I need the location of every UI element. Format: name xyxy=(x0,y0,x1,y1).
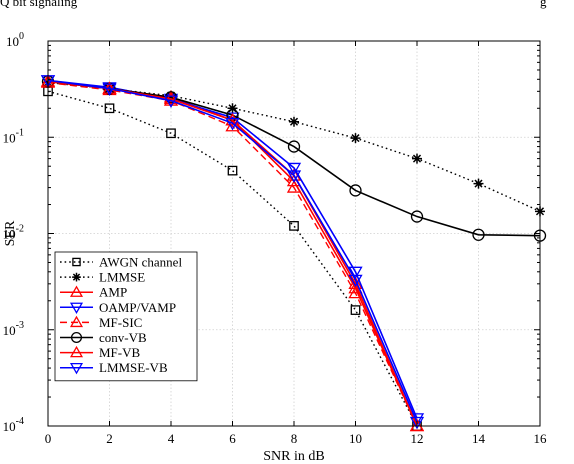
data-point xyxy=(225,118,240,131)
legend-entry: conv-VB xyxy=(60,330,147,345)
legend-marker xyxy=(69,362,84,375)
series-line xyxy=(47,79,418,419)
data-point xyxy=(412,153,422,164)
page-fragment-right: g xyxy=(540,0,547,9)
x-tick-label: 6 xyxy=(229,431,236,446)
y-tick-exponent: -1 xyxy=(16,127,24,138)
x-tick-label: 0 xyxy=(45,431,52,446)
data-point xyxy=(473,178,484,189)
legend-label: MF-SIC xyxy=(99,315,142,330)
y-tick-label: 10-3 xyxy=(3,320,24,338)
legend-marker xyxy=(69,345,84,358)
data-point xyxy=(287,140,301,153)
y-tick-label: 100 xyxy=(6,31,24,49)
x-tick-label: 2 xyxy=(106,431,113,446)
data-point xyxy=(102,83,117,96)
data-point xyxy=(289,221,299,231)
data-point xyxy=(163,95,179,108)
legend-entry: AMP xyxy=(60,285,127,300)
y-tick-exponent: -3 xyxy=(16,320,24,331)
legend-label: conv-VB xyxy=(99,330,147,345)
legend-label: AMP xyxy=(99,285,127,300)
legend-marker xyxy=(72,257,81,267)
legend-marker xyxy=(69,285,84,297)
data-point xyxy=(166,128,176,139)
legend-marker xyxy=(69,315,84,328)
data-point xyxy=(472,228,485,241)
data-point xyxy=(349,184,362,197)
legend-entry: OAMP/VAMP xyxy=(60,300,176,315)
x-tick-label: 16 xyxy=(534,431,548,446)
data-point xyxy=(350,305,361,315)
data-point xyxy=(286,162,302,176)
x-tick-label: 12 xyxy=(411,431,424,446)
data-point xyxy=(225,112,240,126)
legend-label: AWGN channel xyxy=(99,255,182,270)
legend-entry: AWGN channel xyxy=(60,255,182,270)
legend-entry: LMMSE xyxy=(60,270,145,285)
legend: AWGN channelLMMSEAMPOAMP/VAMPMF-SICconv-… xyxy=(54,251,198,382)
legend-marker xyxy=(72,272,81,282)
data-point xyxy=(350,133,361,144)
series-line xyxy=(47,79,418,423)
data-point xyxy=(410,210,424,223)
y-tick-label: 10-1 xyxy=(3,127,24,145)
y-axis-title: SER xyxy=(3,220,18,246)
legend-entry: MF-VB xyxy=(60,345,141,360)
y-tick-exponent: -2 xyxy=(16,224,24,235)
y-tick-exponent: 0 xyxy=(19,31,24,42)
y-tick-exponent: -4 xyxy=(16,416,24,427)
data-point xyxy=(104,103,115,114)
data-point xyxy=(163,91,179,105)
legend-label: LMMSE-VB xyxy=(99,360,168,375)
data-point xyxy=(227,165,238,176)
legend-marker xyxy=(70,331,83,344)
x-tick-label: 10 xyxy=(349,431,362,446)
legend-label: MF-VB xyxy=(99,345,141,360)
page-fragment: Q bit signaling g xyxy=(0,0,574,12)
y-tick-label: 10-4 xyxy=(3,416,24,434)
data-point xyxy=(348,266,363,280)
legend-label: LMMSE xyxy=(99,270,145,285)
page-fragment-left: Q bit signaling xyxy=(0,0,78,9)
legend-label: OAMP/VAMP xyxy=(99,300,176,315)
data-point xyxy=(348,274,363,288)
x-tick-label: 4 xyxy=(168,431,175,446)
x-tick-label: 8 xyxy=(291,431,298,446)
x-tick-label: 14 xyxy=(472,431,486,446)
legend-marker xyxy=(69,302,84,315)
legend-box xyxy=(54,251,198,382)
x-axis-title: SNR in dB xyxy=(263,449,324,464)
legend-entry: LMMSE-VB xyxy=(60,360,168,375)
data-point xyxy=(227,103,238,114)
data-point xyxy=(286,170,302,183)
series-lmmse-vb xyxy=(40,75,425,430)
data-point xyxy=(409,418,425,432)
data-point xyxy=(409,416,425,430)
legend-entry: MF-SIC xyxy=(60,315,142,330)
data-point xyxy=(289,116,299,127)
